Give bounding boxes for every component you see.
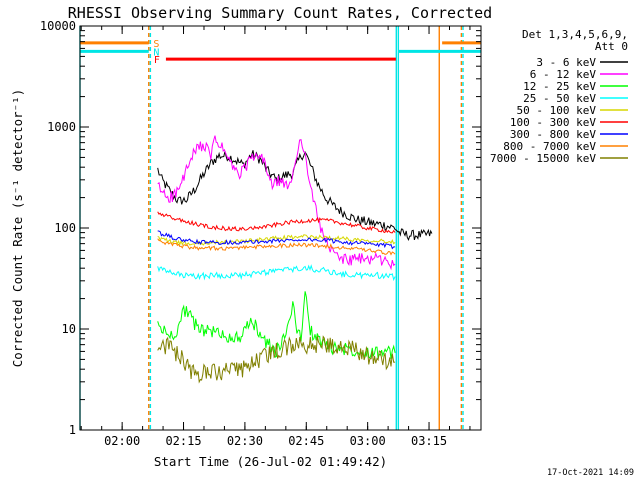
legend-header-0: Det 1,3,4,5,6,9,	[522, 28, 628, 41]
series-line-6	[157, 230, 396, 250]
flag-n-label: N	[153, 47, 159, 58]
x-tick-label-5: 03:15	[411, 434, 447, 448]
plot-frame	[79, 25, 482, 431]
series-line-2	[157, 291, 396, 360]
legend-label-4: 50 - 100 keV	[517, 104, 597, 117]
timestamp-footer: 17-Oct-2021 14:09	[547, 468, 634, 478]
legend-label-2: 12 - 25 keV	[523, 80, 596, 93]
x-tick-label-3: 02:45	[288, 434, 324, 448]
x-tick-label-2: 02:30	[227, 434, 263, 448]
y-tick-label-3: 1000	[47, 120, 76, 134]
x-tick-label-0: 02:00	[104, 434, 140, 448]
x-tick-label-1: 02:15	[165, 434, 201, 448]
y-tick-label-4: 10000	[40, 19, 76, 33]
series-line-3	[157, 264, 396, 282]
legend-label-3: 25 - 50 keV	[523, 92, 596, 105]
series-line-5	[157, 211, 396, 234]
y-tick-label-2: 100	[54, 221, 76, 235]
flag-f-label: F	[154, 55, 160, 66]
legend-header-1: Att 0	[595, 40, 628, 53]
series-line-4	[157, 234, 396, 246]
series-line-7	[157, 238, 396, 256]
series-line-1	[157, 135, 396, 271]
legend-label-7: 800 - 7000 keV	[503, 140, 596, 153]
x-tick-label-4: 03:00	[350, 434, 386, 448]
flag-bars: SNF	[80, 39, 481, 66]
data-series	[157, 135, 433, 384]
axis-ticks: 02:00 02:15 02:30 02:45 03:00 03:15 1 10 100 1000…	[40, 19, 481, 448]
x-axis-label: Start Time (26-Jul-02 01:49:42)	[154, 454, 387, 469]
instrument-state-lines	[79, 26, 464, 430]
legend-label-0: 3 - 6 keV	[536, 56, 596, 69]
y-tick-label-1: 10	[62, 322, 76, 336]
legend-label-8: 7000 - 15000 keV	[490, 152, 596, 165]
legend-label-1: 6 - 12 keV	[530, 68, 597, 81]
legend-label-6: 300 - 800 keV	[510, 128, 596, 141]
chart-title: RHESSI Observing Summary Count Rates, Co…	[68, 4, 492, 22]
legend-label-5: 100 - 300 keV	[510, 116, 596, 129]
y-axis-label: Corrected Count Rate (s⁻¹ detector⁻¹)	[10, 89, 25, 367]
flag-s-label: S	[153, 39, 159, 50]
y-tick-label-0: 1	[69, 423, 76, 437]
series-line-8	[157, 335, 396, 384]
